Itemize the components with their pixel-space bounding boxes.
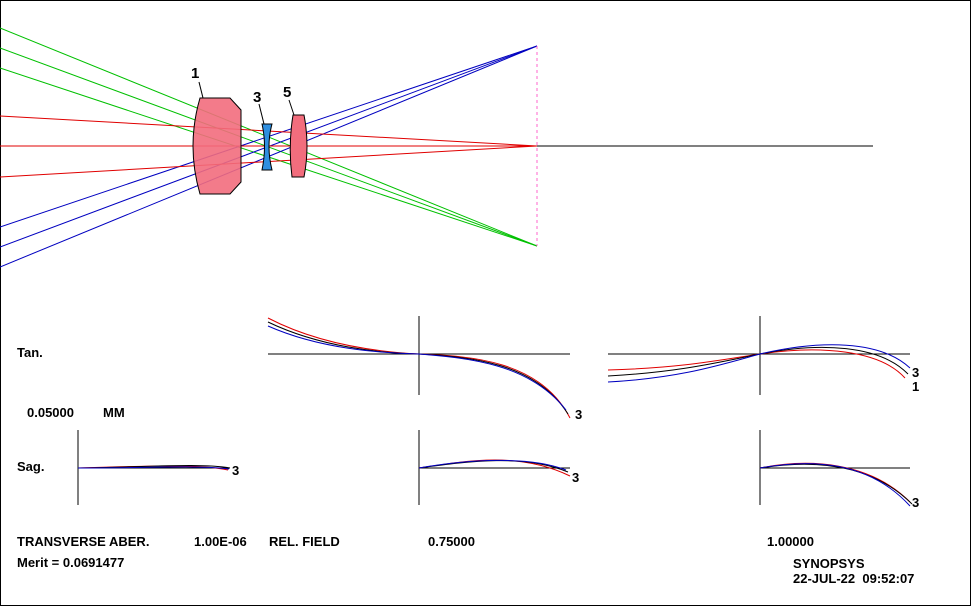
field-value: 0.75000 xyxy=(428,534,475,549)
wavelength: 1.00E-06 xyxy=(194,534,247,549)
program: SYNOPSYS xyxy=(793,556,865,571)
leader xyxy=(198,81,204,99)
leader xyxy=(258,103,265,125)
field-value: 1.00000 xyxy=(767,534,814,549)
element-label: 1 xyxy=(191,65,199,82)
curve-label: 3 xyxy=(575,407,582,422)
unit: MM xyxy=(103,405,125,420)
lenses xyxy=(192,81,308,195)
row-label: Sag. xyxy=(17,459,44,474)
row-label: Tan. xyxy=(17,345,43,360)
element-label: 5 xyxy=(283,84,291,101)
scale: 0.05000 xyxy=(27,405,74,420)
aberration-curves xyxy=(77,317,913,507)
curve xyxy=(267,325,567,411)
curve-label: 3 xyxy=(232,463,239,478)
curve xyxy=(77,466,230,470)
curve xyxy=(607,344,911,383)
curve-label: 3 xyxy=(912,365,919,380)
timestamp: 22-JUL-22 09:52:07 xyxy=(793,571,914,586)
lens-element xyxy=(192,97,242,195)
curve-label: 3 xyxy=(572,470,579,485)
aberration-type: TRANSVERSE ABER. xyxy=(17,534,149,549)
curve xyxy=(418,459,567,471)
element-label: 3 xyxy=(253,89,261,106)
curve-label: 1 xyxy=(912,379,919,394)
lens-element xyxy=(289,114,308,178)
leader xyxy=(288,99,295,116)
curve xyxy=(759,463,911,507)
rel-field-label: REL. FIELD xyxy=(269,534,340,549)
curve-label: 3 xyxy=(912,495,919,510)
lens-element xyxy=(261,123,273,171)
merit: Merit = 0.0691477 xyxy=(17,555,124,570)
